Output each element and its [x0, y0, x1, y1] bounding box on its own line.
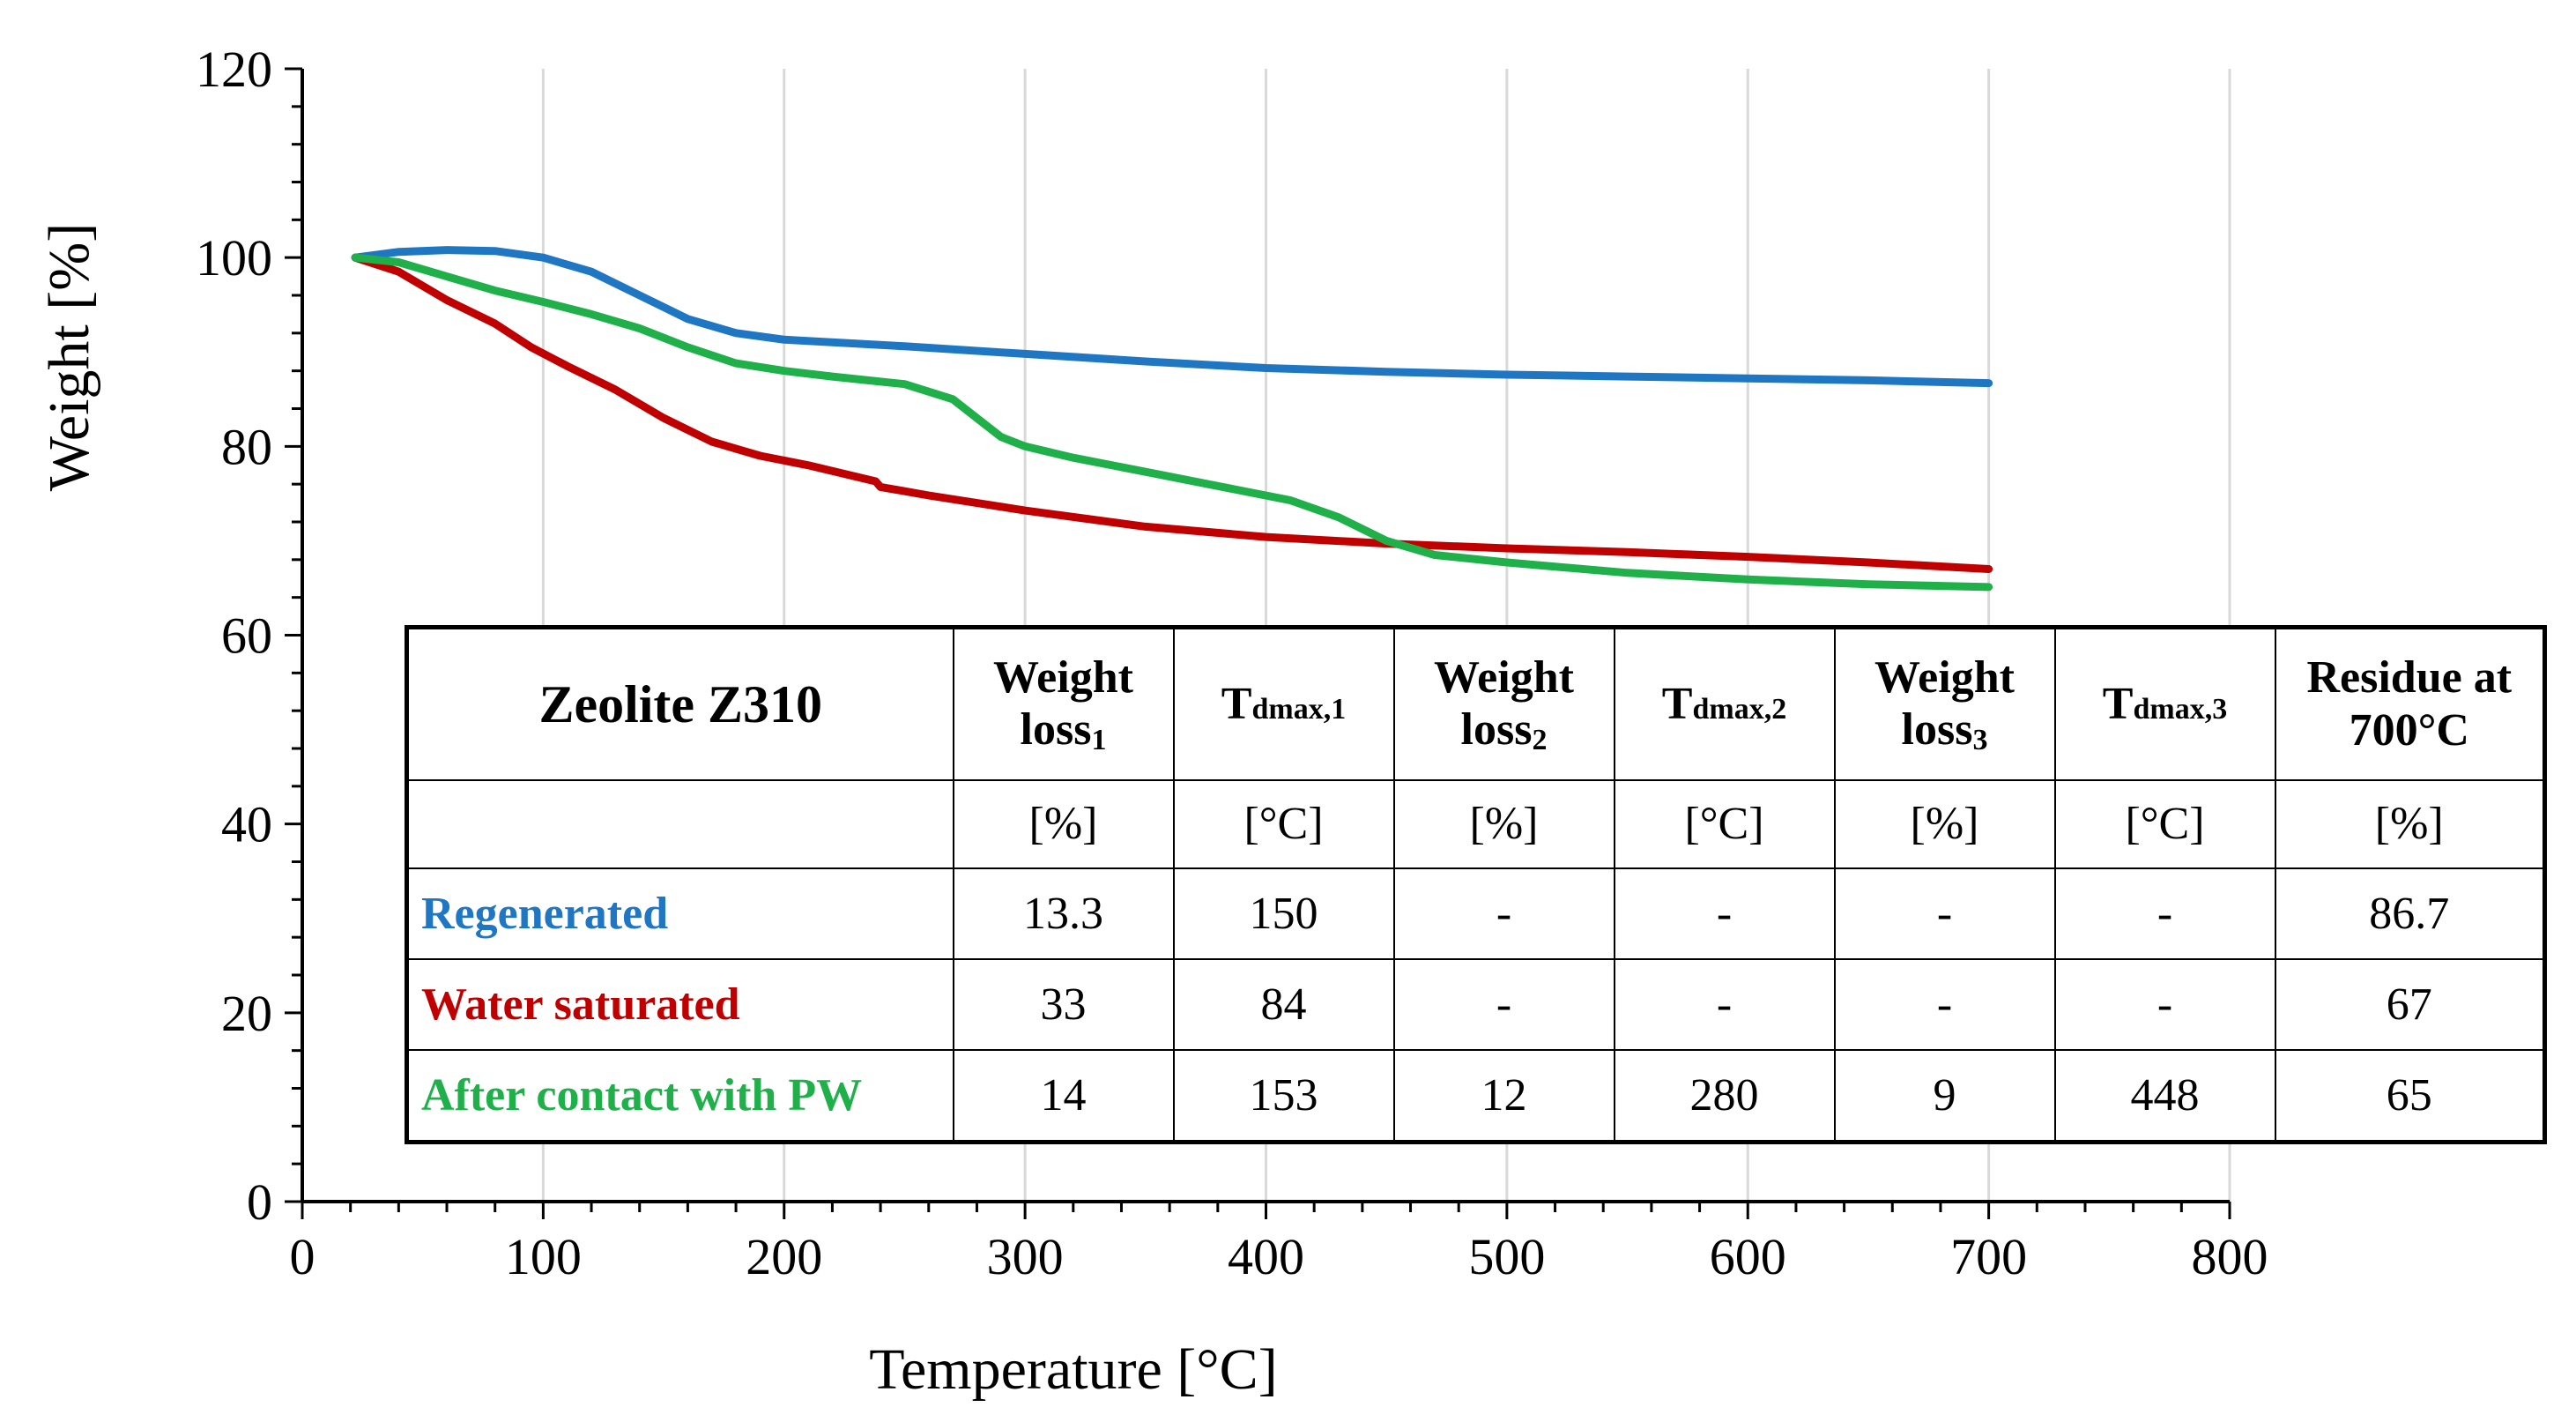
header-tdmax-2: Tdmax,2	[1613, 626, 1836, 781]
x-tick-label: 400	[1228, 1228, 1304, 1285]
tick-marks	[285, 67, 2231, 1219]
table-row-after-contact: After contact with PW 14 153 12 280 9 44…	[405, 1049, 2546, 1143]
table-cell: -	[1392, 867, 1615, 960]
table-cell: 12	[1392, 1049, 1615, 1143]
series-line-after-contact-with-pw	[351, 253, 1993, 592]
y-tick-label: 60	[221, 607, 272, 665]
table-cell: 67	[2274, 958, 2546, 1051]
table-cell: 150	[1172, 867, 1395, 960]
x-tick-label: 700	[1950, 1228, 2027, 1285]
unit-cell: [%]	[2274, 779, 2546, 869]
y-tick-label: 120	[196, 41, 272, 98]
y-tick-label: 0	[247, 1173, 272, 1231]
unit-cell: [°C]	[2053, 779, 2276, 869]
unit-cell	[405, 779, 954, 869]
table-cell: -	[1392, 958, 1615, 1051]
table-cell: 448	[2053, 1049, 2276, 1143]
data-table: Zeolite Z310 Weight loss1 Tdmax,1 Weight…	[405, 625, 2547, 1144]
x-axis-title: Temperature [°C]	[869, 1337, 1277, 1402]
header-weight-loss-3: Weight loss3	[1833, 626, 2056, 781]
unit-cell: [°C]	[1172, 779, 1395, 869]
table-cell: -	[1613, 867, 1836, 960]
x-tick-label: 600	[1710, 1228, 1786, 1285]
x-tick-label: 0	[290, 1228, 316, 1285]
table-cell: 86.7	[2274, 867, 2546, 960]
table-cell: 33	[952, 958, 1175, 1051]
series-lines	[351, 246, 1993, 592]
table-cell: 153	[1172, 1049, 1395, 1143]
table-header-row: Zeolite Z310 Weight loss1 Tdmax,1 Weight…	[405, 626, 2546, 781]
table-cell: -	[1833, 867, 2056, 960]
y-tick-labels: 0 20 40 60 80 100 120	[196, 41, 272, 1231]
table-row-water-saturated: Water saturated 33 84 - - - - 67	[405, 958, 2546, 1051]
table-cell: 84	[1172, 958, 1395, 1051]
header-weight-loss-2: Weight loss2	[1392, 626, 1615, 781]
series-line-water-saturated	[351, 253, 1993, 573]
table-cell: 14	[952, 1049, 1175, 1143]
unit-cell: [%]	[952, 779, 1175, 869]
header-residue: Residue at 700°C	[2274, 626, 2546, 781]
unit-cell: [%]	[1833, 779, 2056, 869]
header-weight-loss-1: Weight loss1	[952, 626, 1175, 781]
table-cell: -	[1833, 958, 2056, 1051]
row-label: Regenerated	[405, 867, 954, 960]
header-tdmax-3: Tdmax,3	[2053, 626, 2276, 781]
unit-cell: [°C]	[1613, 779, 1836, 869]
header-tdmax-1: Tdmax,1	[1172, 626, 1395, 781]
table-cell: -	[1613, 958, 1836, 1051]
x-tick-label: 800	[2192, 1228, 2268, 1285]
y-tick-label: 80	[221, 418, 272, 475]
y-tick-label: 100	[196, 229, 272, 287]
table-cell: 9	[1833, 1049, 2056, 1143]
table-title: Zeolite Z310	[405, 626, 954, 781]
unit-cell: [%]	[1392, 779, 1615, 869]
x-tick-label: 100	[505, 1228, 582, 1285]
table-cell: -	[2053, 958, 2276, 1051]
x-tick-labels: 0 100 200 300 400 500 600 700 800	[290, 1228, 2268, 1285]
row-label: Water saturated	[405, 958, 954, 1051]
y-axis-title: Weight [%]	[37, 223, 101, 491]
table-cell: -	[2053, 867, 2276, 960]
row-label: After contact with PW	[405, 1049, 954, 1143]
y-tick-label: 40	[221, 796, 272, 853]
table-units-row: [%] [°C] [%] [°C] [%] [°C] [%]	[405, 779, 2546, 869]
x-tick-label: 500	[1468, 1228, 1545, 1285]
table-row-regenerated: Regenerated 13.3 150 - - - - 86.7	[405, 867, 2546, 960]
x-tick-label: 300	[987, 1228, 1064, 1285]
table-cell: 280	[1613, 1049, 1836, 1143]
table-cell: 65	[2274, 1049, 2546, 1143]
table-cell: 13.3	[952, 867, 1175, 960]
y-tick-label: 20	[221, 985, 272, 1042]
series-line-regenerated	[351, 246, 1993, 388]
x-tick-label: 200	[746, 1228, 822, 1285]
